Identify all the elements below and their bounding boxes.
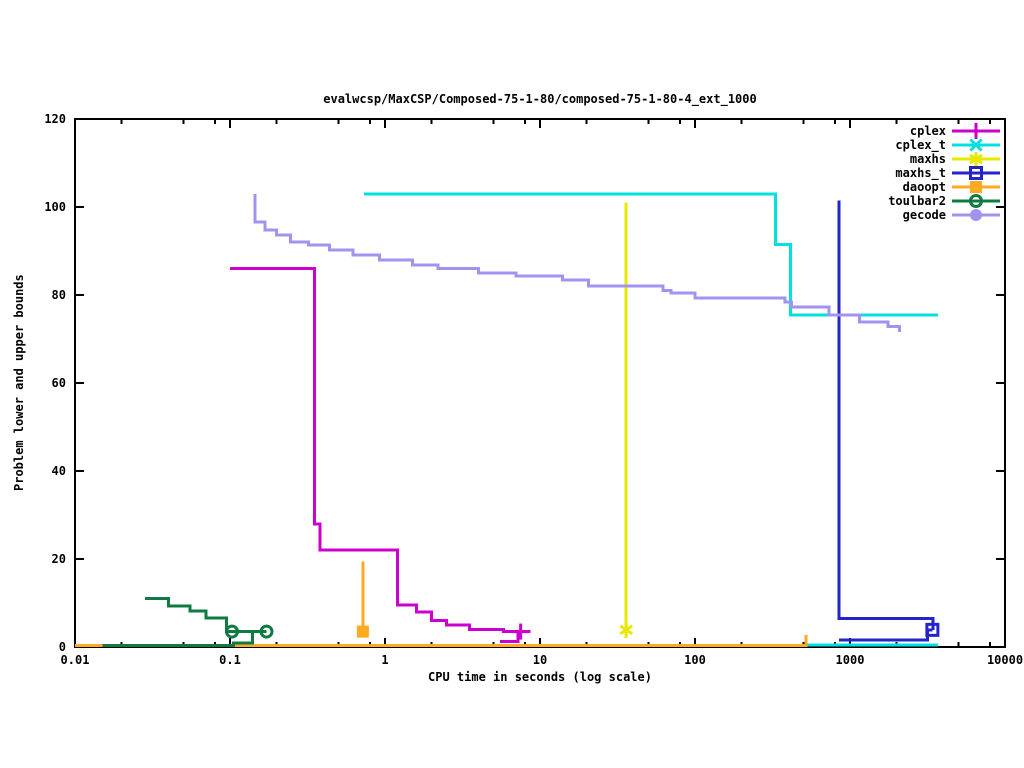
x-tick-label: 1000 bbox=[836, 653, 865, 667]
series-line-maxhs_t bbox=[837, 200, 935, 630]
series-line-gecode bbox=[253, 193, 901, 332]
legend-marker-star bbox=[969, 152, 983, 166]
series-maxhs_t bbox=[837, 200, 935, 642]
legend-marker-square-open bbox=[969, 166, 983, 180]
legend-item-toulbar2: toulbar2 bbox=[888, 194, 1000, 208]
series-line-daoopt bbox=[75, 635, 808, 647]
series-line-toulbar2 bbox=[145, 597, 267, 634]
series-toulbar2 bbox=[102, 597, 267, 647]
legend-item-maxhs_t: maxhs_t bbox=[895, 166, 1000, 181]
y-tick-label: 80 bbox=[52, 288, 66, 302]
plot-border bbox=[74, 118, 1006, 648]
series-line-cplex_t bbox=[363, 192, 939, 317]
legend-marker-plus bbox=[968, 123, 984, 139]
chart-title: evalwcsp/MaxCSP/Composed-75-1-80/compose… bbox=[323, 92, 757, 106]
maxhs-marker-star bbox=[619, 622, 634, 637]
legend-label: maxhs bbox=[910, 152, 946, 166]
y-tick-label: 40 bbox=[52, 464, 66, 478]
legend-marker-circle-filled bbox=[970, 209, 982, 221]
legend-label: cplex bbox=[910, 124, 946, 138]
legend-item-cplex_t: cplex_t bbox=[895, 138, 1000, 153]
cplex-marker-plus bbox=[512, 623, 529, 640]
x-tick-label: 100 bbox=[684, 653, 706, 667]
x-tick-label: 10 bbox=[533, 653, 547, 667]
series-gecode bbox=[253, 193, 901, 332]
x-tick-label: 1 bbox=[381, 653, 388, 667]
toulbar2-marker-circle-dot bbox=[259, 624, 274, 639]
legend-item-gecode: gecode bbox=[903, 208, 1000, 222]
series-line-toulbar2 bbox=[102, 630, 267, 647]
legend-item-maxhs: maxhs bbox=[910, 152, 1000, 166]
legend-marker-circle-dot bbox=[969, 194, 983, 208]
legend-item-daoopt: daoopt bbox=[903, 180, 1000, 194]
y-tick-label: 120 bbox=[44, 112, 66, 126]
legend-label: maxhs_t bbox=[895, 166, 946, 181]
legend-marker-square-filled bbox=[970, 181, 982, 193]
daoopt-marker-square-filled bbox=[356, 625, 369, 638]
y-tick-label: 20 bbox=[52, 552, 66, 566]
legend-label: cplex_t bbox=[895, 138, 946, 153]
maxhs_t-marker-square-open bbox=[925, 622, 940, 637]
y-tick-label: 60 bbox=[52, 376, 66, 390]
legend-label: gecode bbox=[903, 208, 946, 222]
legend-label: toulbar2 bbox=[888, 194, 946, 208]
series-daoopt bbox=[75, 561, 808, 647]
series-line-cplex bbox=[499, 631, 520, 644]
x-tick-label: 10000 bbox=[987, 653, 1023, 667]
legend-label: daoopt bbox=[903, 180, 946, 194]
series-cplex_t bbox=[363, 192, 939, 647]
series-line-maxhs_t bbox=[839, 628, 933, 642]
x-tick-label: 0.1 bbox=[219, 653, 241, 667]
axis-ticks bbox=[74, 118, 1006, 648]
y-tick-label: 100 bbox=[44, 200, 66, 214]
series-line-cplex bbox=[230, 267, 531, 634]
x-axis-label: CPU time in seconds (log scale) bbox=[428, 670, 652, 684]
legend-marker-cross bbox=[969, 138, 983, 152]
y-tick-label: 0 bbox=[59, 640, 66, 654]
legend-item-cplex: cplex bbox=[910, 123, 1000, 139]
series-cplex bbox=[230, 267, 531, 644]
toulbar2-marker-circle-dot bbox=[224, 624, 239, 639]
x-tick-label: 0.01 bbox=[61, 653, 90, 667]
